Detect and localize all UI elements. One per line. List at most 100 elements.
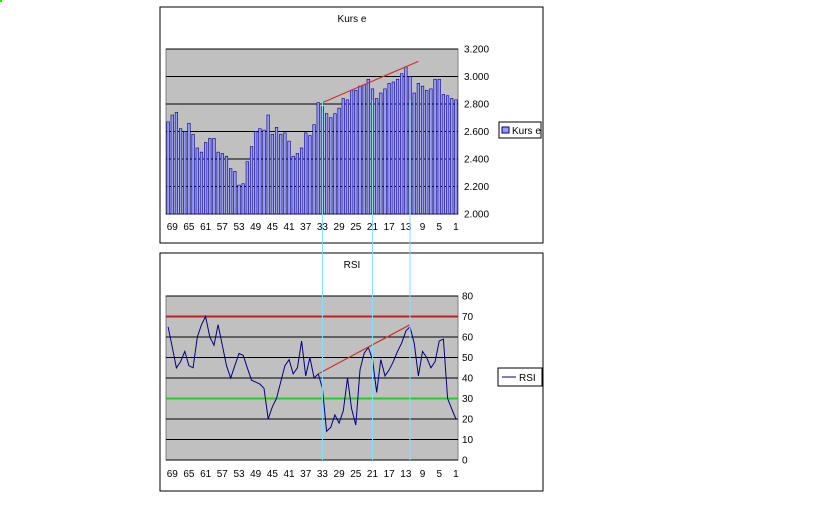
price-bar xyxy=(383,88,387,215)
rsi-x-tick-label: 37 xyxy=(300,469,312,480)
price-bar xyxy=(237,184,241,215)
price-bar xyxy=(287,140,291,215)
rsi-y-tick-label: 50 xyxy=(462,353,474,364)
price-bars xyxy=(166,66,458,215)
price-bar xyxy=(445,95,450,215)
price-bar xyxy=(229,168,233,215)
rsi-line xyxy=(167,314,457,433)
rsi-legend-box xyxy=(497,367,543,387)
price-bar xyxy=(216,151,220,215)
price-bar xyxy=(354,89,358,215)
rsi-x-tick-label: 29 xyxy=(334,469,346,480)
price-x-tick-label: 9 xyxy=(420,222,426,233)
rsi-x-tick-label: 33 xyxy=(317,469,329,480)
rsi-y-tick-label: 20 xyxy=(462,415,474,426)
rsi-x-tick-label: 13 xyxy=(400,469,412,480)
price-bar xyxy=(170,114,174,215)
price-bar xyxy=(308,135,312,215)
price-bar xyxy=(416,83,420,215)
corner-marker xyxy=(0,0,2,2)
price-bar xyxy=(454,99,458,215)
price-bar xyxy=(249,146,254,215)
rsi-x-ticks: 69 65 61 57 53 49 45 41 37 33 29 25 21 17 13 9 5 1 xyxy=(167,469,459,480)
price-x-tick-label: 53 xyxy=(233,222,245,233)
price-bar xyxy=(179,128,183,215)
price-x-tick-label: 41 xyxy=(283,222,295,233)
rsi-x-tick-label: 69 xyxy=(167,469,179,480)
rsi-y-tick-label: 60 xyxy=(462,333,474,344)
price-x-tick-label: 65 xyxy=(183,222,195,233)
price-y-tick-label: 3.200 xyxy=(464,45,489,56)
rsi-chart-title: RSI xyxy=(344,260,361,271)
price-chart-title: Kurs e xyxy=(338,14,367,25)
price-bar xyxy=(208,138,212,215)
price-bar xyxy=(366,78,370,215)
price-bar xyxy=(212,138,216,215)
price-y-tick-label: 2.600 xyxy=(464,127,489,138)
rsi-x-tick-label: 41 xyxy=(283,469,295,480)
price-bar xyxy=(425,89,429,215)
price-bar xyxy=(299,147,304,215)
price-bar xyxy=(195,147,199,215)
price-bar xyxy=(391,81,395,215)
rsi-y-tick-label: 0 xyxy=(462,456,468,467)
price-bar xyxy=(329,117,333,215)
rsi-y-tick-label: 70 xyxy=(462,312,474,323)
price-bar xyxy=(375,98,379,215)
rsi-x-tick-label: 53 xyxy=(233,469,245,480)
price-bar xyxy=(316,102,320,215)
price-y-tick-label: 2.200 xyxy=(464,182,489,193)
rsi-legend: RSI xyxy=(497,367,543,387)
price-bar xyxy=(420,85,425,215)
rsi-y-tick-label: 40 xyxy=(462,374,474,385)
price-x-tick-label: 61 xyxy=(200,222,212,233)
price-x-tick-label: 37 xyxy=(300,222,312,233)
price-x-tick-label: 5 xyxy=(436,222,442,233)
price-bar xyxy=(441,94,445,215)
rsi-y-tick-label: 30 xyxy=(462,394,474,405)
price-trendline xyxy=(322,60,419,104)
price-y-ticks: 2.000 2.200 2.400 2.600 2.800 3.000 3.200 xyxy=(464,45,489,221)
price-bar xyxy=(199,151,204,215)
price-x-tick-label: 13 xyxy=(400,222,412,233)
price-bar xyxy=(258,128,262,215)
price-bar xyxy=(224,155,229,215)
price-x-tick-label: 45 xyxy=(267,222,279,233)
rsi-x-tick-label: 21 xyxy=(367,469,379,480)
price-bar xyxy=(358,85,362,215)
rsi-legend-label: RSI xyxy=(519,373,536,384)
price-bar xyxy=(337,107,341,215)
price-bar xyxy=(395,78,400,215)
price-bar xyxy=(312,124,316,215)
price-x-tick-label: 17 xyxy=(384,222,396,233)
price-bar xyxy=(220,153,224,215)
price-legend-swatch xyxy=(501,126,510,134)
rsi-y-ticks: 0 10 20 30 40 50 60 70 80 xyxy=(462,292,474,467)
price-y-tick-label: 2.800 xyxy=(464,100,489,111)
rsi-x-tick-label: 65 xyxy=(183,469,195,480)
rsi-x-tick-label: 1 xyxy=(453,469,459,480)
price-bar xyxy=(166,121,170,215)
rsi-x-tick-label: 61 xyxy=(200,469,212,480)
rsi-y-tick-label: 10 xyxy=(462,435,474,446)
price-legend-label: Kurs e xyxy=(512,126,541,137)
price-bar xyxy=(274,127,279,215)
rsi-chart: RSI 0 10 20 30 40 50 60 70 80 69 65 61 57 53 49 45 41 37… xyxy=(159,252,544,492)
price-bar xyxy=(450,98,454,215)
rsi-x-tick-label: 5 xyxy=(436,469,442,480)
price-bar xyxy=(429,88,433,215)
price-bar xyxy=(183,131,187,215)
price-bar xyxy=(204,142,208,215)
price-x-tick-label: 69 xyxy=(167,222,179,233)
rsi-x-tick-label: 45 xyxy=(267,469,279,480)
price-bar xyxy=(333,113,337,215)
price-bar xyxy=(187,122,191,215)
rsi-x-tick-label: 9 xyxy=(420,469,426,480)
price-bar xyxy=(279,133,283,215)
price-bar xyxy=(283,132,287,215)
price-bar xyxy=(379,92,383,215)
price-y-tick-label: 2.400 xyxy=(464,155,489,166)
rsi-x-tick-label: 25 xyxy=(350,469,362,480)
price-y-tick-label: 2.000 xyxy=(464,210,489,221)
